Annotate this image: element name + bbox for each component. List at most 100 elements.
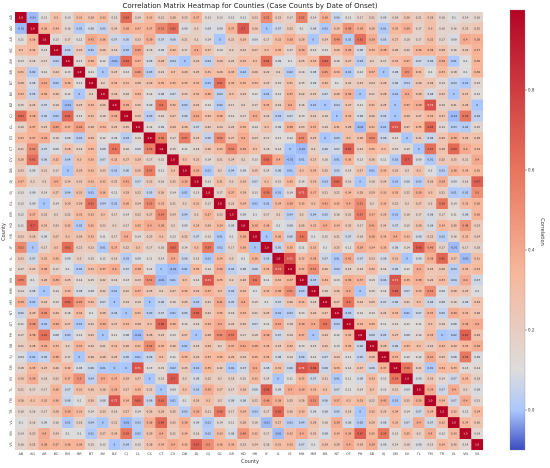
cell-value-label: 0.37 — [381, 366, 387, 370]
cell-value-label: 0.01 — [299, 158, 305, 162]
cell-value-label: 0.25 — [287, 399, 293, 403]
cell-value-label: 0.04 — [229, 289, 235, 293]
cell-value-label: 0.14 — [229, 114, 235, 118]
heatmap-cell — [167, 143, 179, 155]
cell-value-label: 0.01 — [193, 366, 199, 370]
cell-value-label: 0.24 — [381, 180, 387, 184]
cell-value-label: 0.32 — [275, 37, 281, 41]
cell-value-label: 0.27 — [346, 59, 352, 63]
cell-value-label: 0.22 — [229, 59, 235, 63]
cell-value-label: 0.29 — [88, 136, 94, 140]
heatmap-cell — [73, 121, 86, 133]
cell-value-label: 0.36 — [123, 202, 129, 206]
cell-value-label: 0.46 — [264, 399, 270, 403]
cell-value-label: 0.11 — [252, 92, 258, 96]
cell-value-label: 0.41 — [427, 355, 433, 359]
cell-value-label: 0.14 — [18, 289, 24, 293]
cell-value-label: 0.11 — [170, 355, 176, 359]
heatmap-cell — [96, 198, 109, 210]
heatmap-cell — [377, 165, 390, 177]
cell-value-label: 0.48 — [346, 26, 352, 30]
heatmap-cell — [132, 88, 144, 100]
cell-value-label: 0.14 — [299, 180, 305, 184]
cell-value-label: 0.15 — [404, 147, 410, 151]
cell-value-label: 0.17 — [264, 431, 270, 435]
cell-value-label: 0.3 — [171, 70, 175, 74]
heatmap-cell — [61, 241, 74, 253]
cell-value-label: 0.35 — [369, 431, 375, 435]
heatmap-cell — [284, 165, 296, 177]
heatmap-cell — [377, 231, 390, 242]
heatmap-cell — [459, 165, 472, 177]
cell-value-label: 0.09 — [182, 26, 188, 30]
cell-value-label: 0.03 — [147, 311, 153, 315]
cell-value-label: 0.16 — [193, 322, 199, 326]
heatmap-cell — [342, 66, 355, 78]
heatmap-cell — [155, 241, 168, 253]
cell-value-label: 0.39 — [112, 114, 118, 118]
heatmap-cell — [459, 44, 472, 56]
heatmap-cell — [389, 121, 402, 133]
cell-value-label: 0.41 — [322, 202, 328, 206]
cell-value-label: 0 — [184, 59, 186, 63]
cell-value-label: 0.49 — [334, 37, 340, 41]
heatmap-cell — [401, 132, 413, 144]
cell-value-label: 0.09 — [182, 223, 188, 227]
cell-value-label: 0.71 — [287, 256, 293, 260]
heatmap-cell — [61, 12, 74, 23]
cell-value-label: 0.1 — [311, 442, 315, 446]
cell-value-label: 0.3 — [194, 245, 198, 249]
cell-value-label: 0.22 — [427, 234, 433, 238]
cell-value-label: 0.27 — [53, 234, 59, 238]
cell-value-label: 0.4 — [452, 388, 456, 392]
heatmap-cell — [15, 176, 27, 188]
heatmap-cell — [38, 66, 51, 78]
heatmap-cell — [412, 154, 425, 166]
heatmap-cell — [295, 22, 308, 34]
heatmap-cell — [307, 198, 320, 210]
cell-value-label: 1.0 — [440, 410, 444, 414]
y-tick-label: TL — [9, 388, 13, 393]
cell-value-label: 0.37 — [229, 26, 235, 30]
cell-value-label: 0.46 — [135, 70, 141, 74]
cell-value-label: -0.01 — [170, 267, 177, 271]
heatmap-cell — [143, 165, 156, 177]
cell-value-label: 0.21 — [205, 300, 211, 304]
cell-value-label: 0.09 — [193, 421, 199, 425]
cell-value-label: 0.25 — [193, 158, 199, 162]
heatmap-cell — [389, 77, 402, 89]
cell-value-label: 0.23 — [217, 212, 223, 216]
heatmap-cell — [272, 88, 285, 100]
cell-value-label: 0.17 — [416, 212, 422, 216]
cell-value-label: 1.0 — [171, 158, 175, 162]
cell-value-label: 0.32 — [310, 223, 316, 227]
heatmap-cell — [412, 12, 425, 23]
heatmap-cell — [167, 252, 179, 264]
cell-value-label: 0.34 — [463, 311, 469, 315]
cell-value-label: 0.59 — [123, 431, 129, 435]
cell-value-label: 0.04 — [381, 278, 387, 282]
heatmap-cell — [307, 231, 320, 242]
cell-value-label: 0.21 — [416, 15, 422, 19]
cell-value-label: 0.25 — [310, 136, 316, 140]
cell-value-label: 0.52 — [369, 136, 375, 140]
cell-value-label: 0.35 — [369, 322, 375, 326]
heatmap-cell — [155, 33, 168, 45]
y-tick-label: AB — [9, 14, 13, 19]
cell-value-label: 0.29 — [65, 202, 71, 206]
heatmap-cell — [143, 220, 156, 232]
cell-value-label: 0.37 — [474, 48, 480, 52]
cell-value-label: 0.29 — [474, 300, 480, 304]
cell-value-label: 0.34 — [240, 202, 246, 206]
cell-value-label: 0.17 — [357, 15, 363, 19]
cell-value-label: 0.28 — [53, 410, 59, 414]
heatmap-cell — [436, 66, 448, 78]
heatmap-cell — [38, 22, 51, 34]
cell-value-label: 1.0 — [66, 59, 70, 63]
cell-value-label: 0.22 — [229, 37, 235, 41]
cell-value-label: 0.09 — [439, 289, 445, 293]
cell-value-label: 0.25 — [369, 300, 375, 304]
heatmap-cell — [424, 88, 437, 100]
heatmap-cell — [73, 110, 86, 122]
cell-value-label: 0.34 — [346, 191, 352, 195]
